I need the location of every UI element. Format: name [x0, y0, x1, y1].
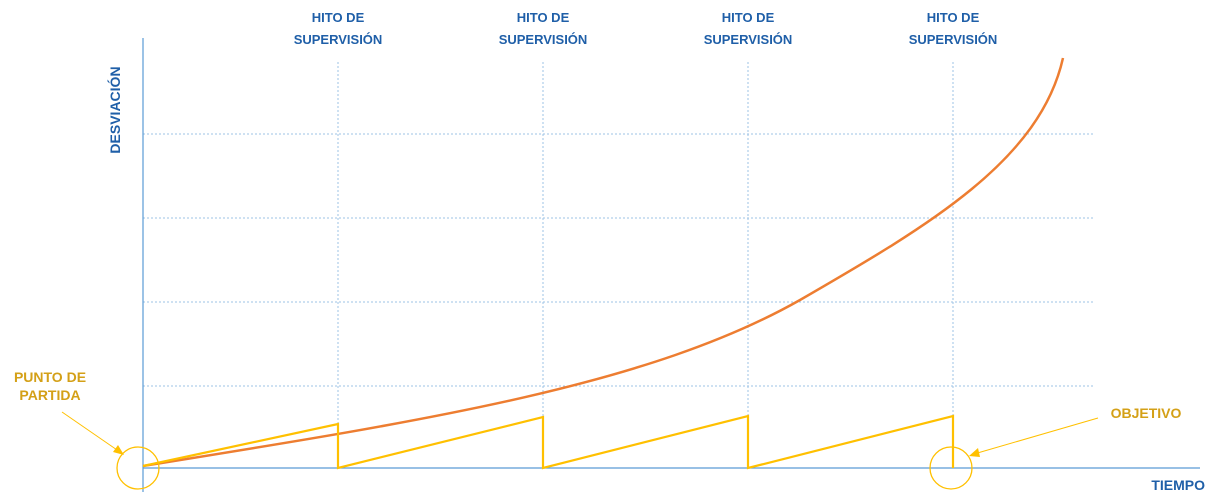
y-axis-title: DESVIACIÓN [106, 66, 123, 153]
start-point-circle [116, 446, 160, 490]
start-point-arrowhead [113, 445, 124, 455]
milestone-label: SUPERVISIÓN [909, 32, 998, 47]
goal-arrowhead [969, 448, 980, 457]
x-axis-title: TIEMPO [1151, 477, 1205, 493]
goal-arrow [973, 417, 1099, 455]
milestone-label: SUPERVISIÓN [499, 32, 588, 47]
start-point-arrow [61, 411, 121, 453]
controlled-deviation-line [142, 414, 955, 470]
start-point-label: PUNTO DE [14, 369, 86, 385]
milestone-label: SUPERVISIÓN [704, 32, 793, 47]
milestone-label: HITO DE [722, 10, 775, 25]
start-point-label: PARTIDA [19, 387, 80, 403]
goal-label: OBJETIVO [1111, 405, 1182, 421]
deviation-curve [142, 57, 1065, 468]
milestone-label: HITO DE [312, 10, 365, 25]
milestone-label: HITO DE [517, 10, 570, 25]
horizontal-grid [143, 133, 1093, 387]
milestone-label: HITO DE [927, 10, 980, 25]
milestone-labels: HITO DE SUPERVISIÓN HITO DE SUPERVISIÓN … [294, 10, 998, 47]
milestone-label: SUPERVISIÓN [294, 32, 383, 47]
goal-circle [929, 446, 973, 490]
